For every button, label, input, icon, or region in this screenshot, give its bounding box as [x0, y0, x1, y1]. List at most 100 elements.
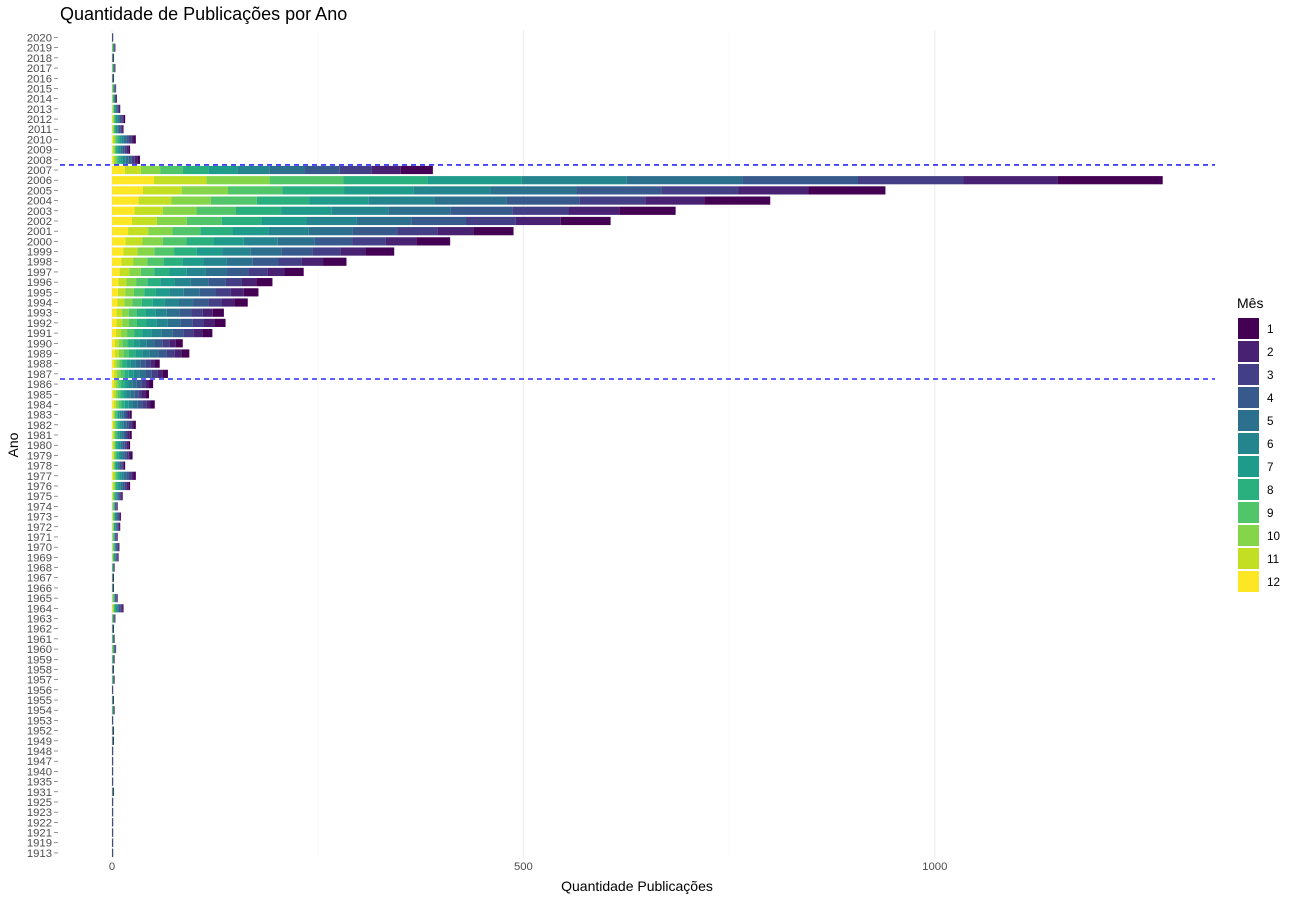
bar-segment-2000-mes-3: [352, 237, 386, 246]
y-tick-label: 1971: [27, 532, 52, 544]
y-tick-label: 1985: [27, 389, 52, 401]
y-tick-label: 1957: [27, 675, 52, 687]
bar-segment-1984-mes-12: [112, 400, 114, 409]
bar-segment-1973-mes-2: [119, 512, 121, 521]
bar-segment-1996-mes-12: [112, 278, 119, 287]
bar-segment-2011-mes-3: [120, 125, 122, 134]
legend-label-10: 10: [1267, 530, 1281, 543]
bar-segment-2011-mes-11: [112, 125, 114, 134]
bar-segment-2006-mes-10: [206, 176, 270, 185]
bar-segment-2007-mes-1: [400, 165, 433, 175]
bar-segment-1988-mes-3: [145, 359, 151, 368]
y-tick-label: 1989: [27, 348, 52, 360]
bar-segment-1975-mes-5: [117, 492, 119, 501]
bar-segment-1964-mes-11: [112, 604, 114, 613]
bar-segment-1987-mes-8: [124, 369, 129, 378]
bar-segment-2005-mes-6: [413, 186, 491, 195]
bar-segment-1999-mes-2: [340, 247, 366, 256]
bar-segment-2002-mes-5: [356, 216, 412, 226]
bar-segment-1985-mes-11: [113, 390, 116, 399]
bar-segment-2012-mes-7: [115, 114, 118, 124]
bar-segment-1988-mes-7: [126, 359, 131, 368]
bar-segment-2000-mes-7: [213, 237, 244, 246]
bar-segment-1983-mes-12: [112, 410, 113, 419]
y-tick-label: 2020: [27, 33, 52, 45]
bar-segment-1987-mes-5: [139, 369, 146, 378]
bar-segment-1979-mes-10: [113, 451, 116, 460]
y-tick-label: 1980: [27, 440, 52, 452]
bar-segment-2007-mes-3: [339, 165, 372, 175]
bar-segment-1993-mes-12: [112, 308, 117, 317]
bar-segment-1987-mes-1: [162, 369, 168, 378]
bar-segment-2011-mes-6: [116, 125, 118, 134]
bar-segment-2002-mes-1: [560, 216, 611, 226]
bar-segment-1984-mes-3: [142, 400, 147, 409]
bar-segment-2013-mes-8: [113, 104, 115, 113]
bar-segment-2005-mes-12: [112, 186, 143, 195]
bar-segment-1981-mes-6: [119, 430, 122, 440]
y-tick-label: 1994: [27, 298, 52, 310]
bar-segment-1978-mes-4: [119, 461, 122, 470]
bar-segment-2002-mes-12: [112, 216, 132, 226]
bar-segment-1981-mes-9: [114, 430, 117, 440]
y-tick-label: 1949: [27, 736, 52, 748]
bar-segment-1984-mes-5: [132, 400, 138, 409]
bar-segment-2004-mes-3: [579, 196, 646, 205]
y-tick-label: 2015: [27, 83, 52, 95]
bar-segment-2011-mes-9: [113, 125, 115, 134]
bar-segment-1978-mes-2: [122, 461, 124, 470]
bar-segment-1972-mes-9: [113, 522, 114, 531]
x-tick-label: 500: [514, 861, 533, 873]
bar-segment-1969-mes-7: [113, 553, 115, 562]
bar-segment-2003-mes-12: [112, 206, 135, 215]
bar-segment-1999-mes-5: [250, 247, 282, 256]
bar-segment-2009-mes-1: [128, 145, 131, 154]
bar-segment-1992-mes-11: [116, 318, 123, 328]
y-tick-label: 1921: [27, 828, 52, 840]
bar-segment-2002-mes-2: [515, 216, 561, 226]
bar-segment-1970-mes-3: [117, 543, 118, 552]
bar-segment-1983-mes-4: [123, 410, 127, 419]
bar-segment-1990-mes-1: [175, 339, 183, 348]
bar-segment-1996-mes-6: [174, 278, 191, 287]
bar-segment-1991-mes-11: [116, 328, 122, 338]
y-tick-label: 1948: [27, 746, 52, 758]
bar-segment-1984-mes-10: [115, 400, 119, 409]
chart-title: Quantidade de Publicações por Ano: [60, 4, 347, 24]
bar-segment-2001-mes-4: [352, 227, 398, 236]
bar-segment-2010-mes-1: [133, 135, 136, 144]
bar-segment-2007-mes-10: [140, 165, 161, 175]
bar-segment-1995-mes-9: [133, 288, 145, 297]
y-tick-label: 1962: [27, 624, 52, 636]
bar-segment-1987-mes-2: [157, 369, 163, 378]
bar-segment-1982-mes-1: [133, 420, 136, 429]
y-tick-label: 1997: [27, 267, 52, 279]
bar-segment-1979-mes-8: [116, 451, 119, 460]
bar-segment-1984-mes-1: [150, 400, 155, 409]
bar-segment-1995-mes-7: [155, 288, 170, 297]
bar-segment-1985-mes-4: [134, 390, 139, 399]
bar-segment-1965-mes-5: [114, 594, 116, 603]
bar-segment-1992-mes-1: [214, 318, 226, 328]
bar-segment-2002-mes-9: [186, 216, 222, 226]
bar-segment-1971-mes-6: [114, 532, 115, 542]
bar-segment-2006-mes-8: [343, 176, 428, 185]
bar-segment-2006-mes-4: [742, 176, 859, 185]
bar-segment-1972-mes-8: [113, 522, 115, 531]
bar-segment-2005-mes-8: [282, 186, 345, 195]
bar-segment-1980-mes-10: [113, 441, 115, 450]
bar-segment-1985-mes-6: [126, 390, 131, 399]
legend-swatch-8: [1238, 479, 1259, 500]
bar-segment-1988-mes-9: [119, 359, 123, 368]
bar-segment-1995-mes-1: [243, 288, 259, 297]
bar-segment-1999-mes-11: [123, 247, 138, 256]
y-tick-label: 2018: [27, 53, 52, 65]
y-tick-label: 1965: [27, 593, 52, 605]
bar-segment-1995-mes-3: [215, 288, 231, 297]
bar-segment-1997-mes-10: [129, 267, 141, 277]
bar-segment-1998-mes-1: [323, 257, 347, 266]
bar-segment-1994-mes-1: [234, 298, 248, 307]
bar-segment-1976-mes-10: [113, 481, 115, 491]
bar-segment-2009-mes-10: [113, 145, 115, 154]
bar-segment-1965-mes-1: [117, 594, 118, 603]
